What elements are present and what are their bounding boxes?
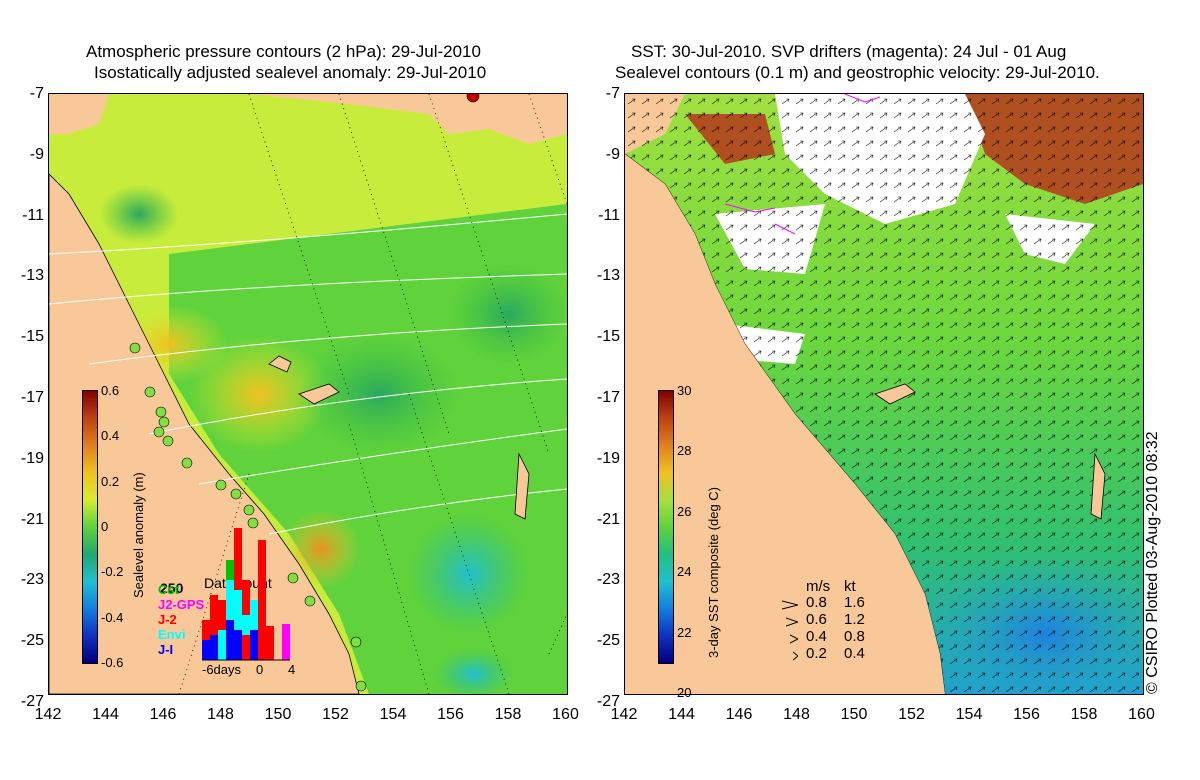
lat-tick-label: -27 [596, 693, 620, 710]
velocity-kt-value: 0.4 [844, 645, 865, 662]
lon-tick-label: 144 [92, 706, 119, 723]
lat-tick-label: -15 [20, 328, 44, 346]
velocity-arrow-icon [789, 631, 800, 644]
lat-tick-label: -25 [20, 632, 44, 650]
lon-tick-label: 146 [725, 706, 753, 723]
velocity-arrow-icon [785, 614, 800, 627]
sla-colorbar-tick: 0.6 [101, 383, 120, 398]
lon-tick-label: 158 [494, 706, 522, 723]
velocity-ms-value: 0.6 [806, 611, 827, 628]
sst-colorbar-tick: 26 [677, 503, 692, 519]
sla-colorbar-tick: -0.4 [101, 609, 124, 625]
sla-colorbar-tick: 0.2 [101, 473, 120, 489]
sla-map-graphic [49, 94, 567, 694]
sst-map-graphic [625, 94, 1143, 694]
velocity-kt-value: 1.6 [844, 594, 865, 611]
lon-tick-label: 160 [552, 706, 579, 723]
lon-tick-label: 156 [1013, 706, 1040, 723]
sla-colorbar-tick: -0.6 [101, 654, 124, 670]
sst-colorbar-label: 3-day SST composite (deg C) [706, 487, 721, 658]
velocity-header-kt: kt [844, 578, 856, 595]
lat-tick-label: -23 [20, 571, 44, 589]
right-title-line1: SST: 30-Jul-2010. SVP drifters (magenta)… [631, 42, 1067, 61]
sst-colorbar-tick: 20 [677, 685, 692, 700]
lat-tick-label: -11 [598, 206, 620, 224]
lon-tick-label: 150 [840, 706, 868, 723]
lon-tick-label: 154 [955, 706, 983, 723]
data-count-legend-item: J-I [158, 642, 174, 657]
sla-colorbar-tick: 0.4 [101, 428, 120, 444]
sla-colorbar-tick: 0 [101, 518, 109, 534]
lat-tick-label: -9 [605, 145, 620, 163]
left-title-line2: Isostatically adjusted sealevel anomaly:… [94, 63, 487, 82]
data-count-inset: Data count 250 Cst J2-GPS J-2 Envi J-I -6day… [150, 520, 310, 680]
left-title-line1: Atmospheric pressure contours (2 hPa): 2… [86, 42, 481, 61]
lat-tick-label: -17 [596, 389, 620, 406]
lon-tick-label: 146 [149, 706, 177, 723]
right-map[interactable] [624, 93, 1144, 695]
sla-colorbar [82, 390, 98, 664]
data-count-legend-item: J-2 [158, 612, 177, 627]
lon-tick-label: 158 [1070, 706, 1098, 723]
sst-colorbar-tick: 30 [677, 383, 692, 398]
data-count-xtick: -6days [202, 662, 242, 677]
lat-tick-label: -15 [596, 328, 620, 346]
lat-tick-label: -21 [20, 510, 44, 528]
lat-tick-label: -19 [20, 449, 44, 467]
velocity-header-ms: m/s [806, 578, 831, 595]
data-count-scale: 250 [160, 580, 184, 596]
lon-tick-label: 152 [898, 706, 925, 723]
right-title-line2: Sealevel contours (0.1 m) and geostrophi… [615, 63, 1100, 82]
lat-tick-label: -25 [596, 632, 620, 650]
velocity-kt-value: 0.8 [844, 628, 865, 645]
velocity-legend: m/s kt 0.8 1.6 0.6 1.2 0.4 0.8 0.2 0.4 [780, 578, 880, 668]
data-count-xtick: 4 [288, 662, 296, 677]
lon-tick-label: 144 [668, 706, 695, 723]
sst-colorbar-tick: 28 [677, 443, 692, 459]
data-count-xtick: 0 [256, 662, 264, 677]
velocity-ms-value: 0.8 [806, 594, 827, 611]
lon-tick-label: 152 [322, 706, 349, 723]
left-map[interactable] [48, 93, 568, 695]
sla-colorbar-tick: -0.2 [101, 564, 124, 580]
velocity-kt-value: 1.2 [844, 611, 865, 628]
sla-colorbar-label: Sealevel anomaly (m) [131, 472, 146, 598]
data-count-legend-item: Envi [158, 627, 186, 642]
lon-tick-label: 154 [379, 706, 407, 723]
data-count-legend-item: Cst [158, 582, 179, 597]
lat-tick-label: -27 [20, 693, 44, 710]
credit-text: © CSIRO Plotted 03-Aug-2010 08:32 [1144, 431, 1161, 694]
lat-tick-label: -21 [596, 510, 620, 528]
lon-tick-label: 150 [264, 706, 292, 723]
lon-tick-label: 160 [1128, 706, 1155, 723]
lat-tick-label: -11 [22, 206, 44, 224]
velocity-ms-value: 0.2 [806, 645, 827, 662]
lat-tick-label: -13 [20, 267, 44, 285]
lat-tick-label: -13 [596, 267, 620, 285]
sst-colorbar-tick: 24 [677, 564, 692, 580]
lon-tick-label: 156 [437, 706, 464, 723]
lat-tick-label: -9 [29, 145, 44, 163]
lat-tick-label: -7 [605, 85, 620, 102]
lon-tick-label: 142 [610, 706, 638, 723]
lon-tick-label: 148 [783, 706, 810, 723]
velocity-ms-value: 0.4 [806, 628, 827, 645]
lon-tick-label: 142 [34, 706, 62, 723]
lon-tick-label: 148 [207, 706, 234, 723]
lat-tick-label: -23 [596, 571, 620, 589]
data-count-histogram [202, 528, 290, 661]
sst-colorbar [658, 390, 674, 664]
lat-tick-label: -19 [596, 449, 620, 467]
data-count-legend-item: J2-GPS [158, 597, 205, 612]
lat-tick-label: -7 [29, 85, 44, 102]
sst-colorbar-tick: 22 [677, 624, 692, 640]
lat-tick-label: -17 [20, 389, 44, 406]
velocity-arrow-icon [792, 648, 799, 661]
velocity-arrow-icon [781, 597, 799, 610]
